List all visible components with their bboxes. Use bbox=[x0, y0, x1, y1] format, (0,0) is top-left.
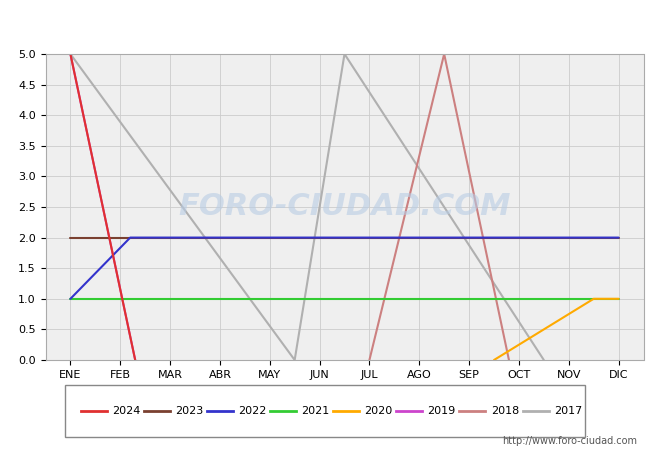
Text: FORO-CIUDAD.COM: FORO-CIUDAD.COM bbox=[178, 193, 511, 221]
Text: 2020: 2020 bbox=[365, 405, 393, 416]
Text: 2023: 2023 bbox=[175, 405, 203, 416]
Text: 2019: 2019 bbox=[428, 405, 456, 416]
Text: 2018: 2018 bbox=[491, 405, 519, 416]
Text: 2024: 2024 bbox=[112, 405, 140, 416]
Text: 2021: 2021 bbox=[301, 405, 330, 416]
Text: 2017: 2017 bbox=[554, 405, 582, 416]
Text: http://www.foro-ciudad.com: http://www.foro-ciudad.com bbox=[502, 436, 637, 446]
Text: 2022: 2022 bbox=[238, 405, 266, 416]
Text: Afiliados en Montarrón a 31/5/2024: Afiliados en Montarrón a 31/5/2024 bbox=[179, 14, 471, 33]
